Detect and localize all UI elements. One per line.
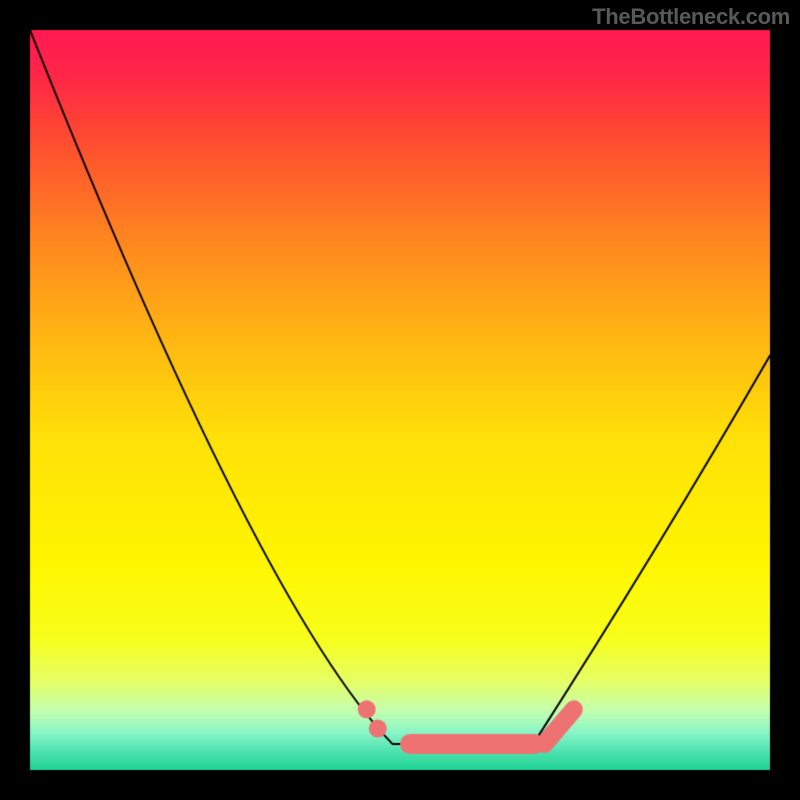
attribution-label: TheBottleneck.com (592, 4, 790, 30)
chart-container: TheBottleneck.com (0, 0, 800, 800)
bottleneck-chart (0, 0, 800, 800)
